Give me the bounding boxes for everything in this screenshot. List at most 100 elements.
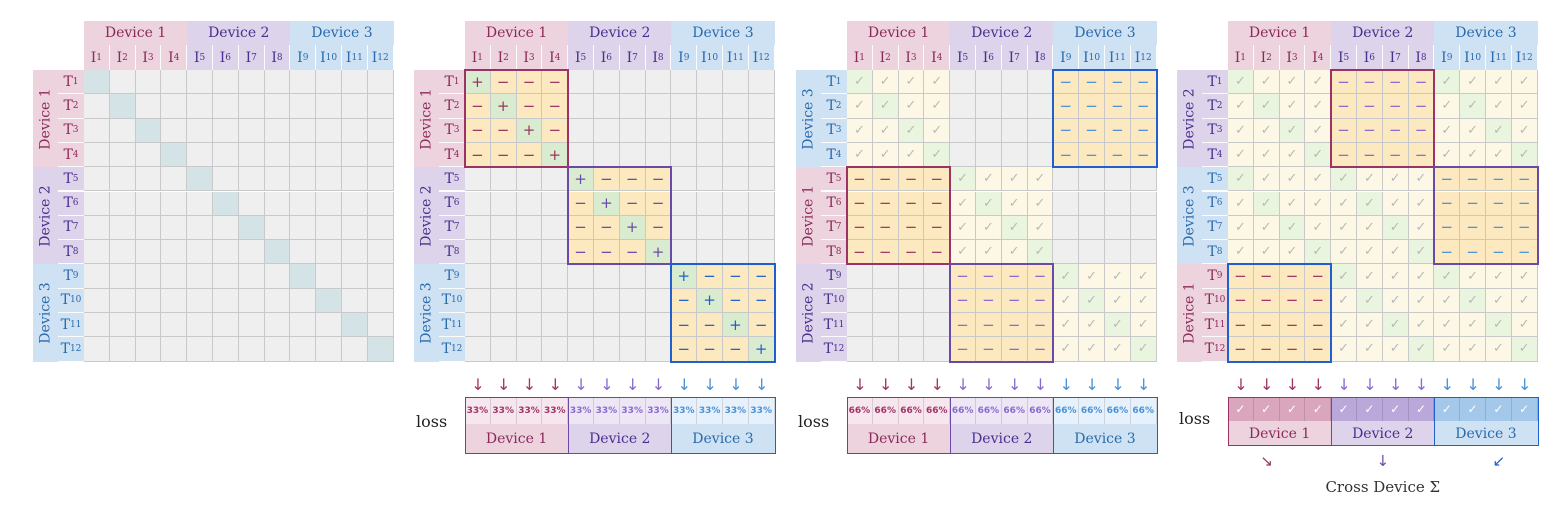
loss-check-cell: ✓ [1408, 397, 1435, 421]
matrix-cell-negative: − [671, 288, 698, 313]
matrix-cell-empty [316, 142, 342, 168]
matrix-cell-empty [84, 288, 110, 313]
matrix-cell-empty [264, 94, 291, 119]
text-row-label: T 10 [439, 288, 465, 313]
loss-percent-cell: 66% [847, 397, 873, 424]
matrix-cell-empty [645, 337, 672, 362]
matrix-cell-check: ✓ [872, 70, 899, 95]
matrix-cell-empty [342, 118, 368, 143]
label-base: T [1204, 340, 1214, 357]
label-base: I [752, 49, 759, 66]
matrix-cell-empty [109, 215, 136, 241]
matrix-cell-check: ✓ [1511, 142, 1538, 168]
loss-percent-cell: 33% [516, 397, 543, 424]
matrix-cell-empty [264, 118, 291, 143]
matrix-cell-empty [542, 264, 569, 289]
matrix-cell-empty [187, 264, 213, 289]
matrix-cell-empty [187, 70, 213, 95]
matrix-cell-negative: − [1053, 94, 1080, 119]
matrix-cell-negative: − [465, 94, 491, 119]
matrix-cell-empty [619, 118, 646, 143]
aggregate-arrow-icon: ↓ [1376, 452, 1390, 470]
matrix-cell-negative: − [872, 191, 899, 216]
matrix-cell-empty [161, 240, 188, 265]
matrix-cell-empty [1130, 240, 1157, 265]
matrix-cell-empty [748, 118, 775, 143]
label-base: I [193, 49, 200, 66]
matrix-cell-empty [161, 191, 188, 216]
matrix-cell-empty [367, 191, 394, 216]
matrix-cell-empty [723, 70, 749, 95]
matrix-cell-empty [594, 337, 620, 362]
matrix-cell-check: ✓ [1486, 94, 1512, 119]
text-row-label: T 12 [439, 337, 465, 362]
matrix-cell-positive: + [748, 337, 775, 362]
matrix-cell-check: ✓ [1382, 313, 1409, 338]
label-base: I [345, 49, 352, 66]
matrix-cell-empty [619, 70, 646, 95]
matrix-cell-negative: − [924, 240, 951, 265]
matrix-cell-empty [109, 313, 136, 338]
row-device-label: Device 2 [414, 167, 439, 265]
matrix-cell-empty [872, 264, 899, 289]
matrix-cell-negative: − [1001, 264, 1028, 289]
matrix-cell-empty [161, 264, 188, 289]
matrix-cell-check: ✓ [898, 70, 925, 95]
matrix-cell-empty [161, 337, 188, 362]
matrix-cell-check: ✓ [1079, 288, 1105, 313]
loss-check-cell: ✓ [1511, 397, 1538, 421]
matrix-cell-check: ✓ [1331, 240, 1357, 265]
matrix-cell-empty [1001, 142, 1028, 168]
label-base: T [444, 122, 454, 139]
matrix-cell-empty [671, 191, 698, 216]
matrix-cell-empty [109, 288, 136, 313]
loss-device-label: Device 2 [1331, 421, 1435, 446]
matrix-cell-check: ✓ [1253, 240, 1280, 265]
matrix-cell-check: ✓ [1511, 94, 1538, 119]
matrix-cell-negative: − [671, 313, 698, 338]
label-base: T [1207, 195, 1217, 212]
matrix-cell-empty [109, 337, 136, 362]
matrix-cell-empty [213, 167, 239, 192]
matrix-cell-empty [465, 240, 491, 265]
cross-device-sum-label: Cross Device Σ [1325, 478, 1441, 496]
matrix-cell-empty [723, 142, 749, 168]
loss-device-label: Device 1 [465, 424, 569, 454]
down-arrow-icon: ↓ [522, 374, 537, 394]
label-base: I [168, 49, 174, 66]
matrix-cell-empty [1053, 215, 1080, 241]
label-base: T [63, 243, 73, 260]
label-base: I [879, 49, 886, 66]
matrix-cell-empty [1079, 167, 1105, 192]
down-arrow-icon: ↓ [1007, 374, 1022, 394]
matrix-cell-negative: − [1511, 167, 1538, 192]
matrix-cell-empty [1001, 94, 1028, 119]
matrix-cell-empty [490, 215, 517, 241]
matrix-cell-empty [697, 70, 723, 95]
matrix-cell-check: ✓ [1228, 215, 1254, 241]
matrix-cell-check: ✓ [1228, 191, 1254, 216]
matrix-cell-check: ✓ [1001, 167, 1028, 192]
label-base: I [1363, 49, 1370, 66]
matrix-cell-check: ✓ [1357, 288, 1383, 313]
matrix-cell-empty [723, 167, 749, 192]
label-base: I [116, 49, 123, 66]
matrix-cell-check: ✓ [1001, 191, 1028, 216]
down-arrow-icon: ↓ [1414, 374, 1429, 394]
label-base: I [245, 49, 252, 66]
matrix-cell-check: ✓ [950, 167, 976, 192]
matrix-cell-check: ✓ [1357, 264, 1383, 289]
loss-percent-cell: 33% [697, 397, 723, 424]
label-base: T [1207, 122, 1217, 139]
matrix-cell-empty [213, 215, 239, 241]
